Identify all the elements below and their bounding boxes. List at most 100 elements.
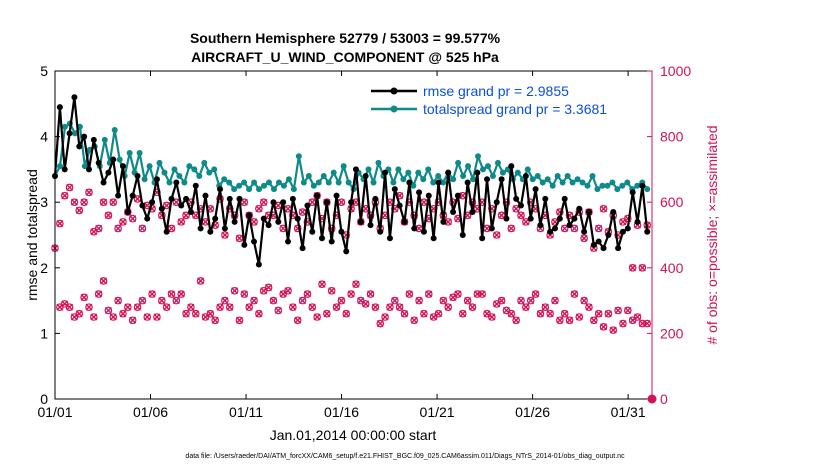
- y-right-tick-label: 1000: [660, 63, 691, 79]
- obs-assimilated-marker: [143, 313, 151, 321]
- rmse-point: [372, 195, 379, 202]
- obs-x-stroke: [604, 310, 612, 318]
- obs-x-stroke: [444, 218, 452, 226]
- x-tick-label: 01/31: [611, 404, 646, 420]
- totalspread-point: [290, 186, 297, 193]
- obs-possible-marker: [298, 296, 307, 305]
- rmse-point: [81, 133, 88, 140]
- rmse-point: [639, 182, 646, 189]
- rmse-point: [556, 215, 563, 222]
- obs-x-stroke: [580, 234, 588, 242]
- obs-possible-marker: [624, 306, 632, 315]
- rmse-point: [119, 163, 126, 170]
- obs-assimilated-marker: [75, 206, 83, 214]
- obs-possible-marker: [594, 309, 603, 318]
- obs-assimilated-marker: [66, 183, 74, 191]
- totalspread-point: [265, 179, 272, 186]
- obs-assimilated-marker: [464, 297, 472, 305]
- obs-possible-marker: [522, 303, 530, 311]
- obs-possible-marker: [138, 224, 147, 233]
- rmse-point: [333, 192, 340, 199]
- obs-x-stroke: [80, 293, 88, 301]
- obs-x-stroke: [337, 198, 345, 206]
- rmse-point: [149, 199, 156, 206]
- rmse-point: [343, 248, 350, 255]
- obs-x-stroke: [600, 205, 608, 213]
- rmse-point: [498, 176, 505, 183]
- obs-x-stroke: [75, 310, 83, 318]
- obs-possible-marker: [60, 191, 69, 200]
- totalspread-point: [116, 156, 123, 163]
- totalspread-point: [479, 166, 486, 173]
- rmse-point: [615, 245, 622, 252]
- totalspread-point: [619, 182, 626, 189]
- obs-x-stroke: [114, 297, 122, 305]
- totalspread-point: [390, 179, 397, 186]
- totalspread-point: [101, 136, 108, 143]
- rmse-point: [503, 215, 510, 222]
- rmse-point: [619, 228, 626, 235]
- obs-x-stroke: [211, 221, 219, 229]
- obs-x-stroke: [85, 188, 93, 196]
- obs-possible-marker: [269, 296, 278, 305]
- obs-x-stroke: [512, 316, 520, 324]
- obs-assimilated-marker: [376, 320, 384, 328]
- y-right-tick-label: 600: [660, 194, 684, 210]
- rmse-point: [85, 166, 92, 173]
- rmse-point: [585, 209, 592, 216]
- obs-x-stroke: [570, 224, 578, 232]
- obs-x-stroke: [109, 313, 117, 321]
- obs-x-stroke: [337, 297, 345, 305]
- totalspread-point: [325, 179, 332, 186]
- rmse-point: [435, 179, 442, 186]
- rmse-point: [406, 179, 413, 186]
- obs-x-stroke: [177, 218, 185, 226]
- obs-assimilated-marker: [163, 303, 171, 311]
- obs-possible-marker: [502, 198, 511, 207]
- obs-possible-marker: [366, 290, 375, 298]
- obs-assimilated-marker: [570, 290, 578, 298]
- totalspread-point: [206, 169, 213, 176]
- obs-x-stroke: [556, 316, 564, 324]
- y-right-tick-label: 0: [660, 391, 668, 407]
- totalspread-point: [61, 123, 68, 130]
- rmse-point: [416, 189, 423, 196]
- obs-assimilated-marker: [124, 303, 132, 311]
- obs-x-stroke: [206, 310, 214, 318]
- obs-assimilated-marker: [643, 320, 651, 328]
- totalspread-point: [494, 159, 501, 166]
- totalspread-point: [320, 172, 327, 179]
- rmse-point: [318, 235, 325, 242]
- rmse-point: [348, 199, 355, 206]
- obs-assimilated-marker: [269, 297, 277, 305]
- obs-x-stroke: [119, 218, 127, 226]
- obs-x-stroke: [342, 310, 350, 318]
- obs-possible-marker: [114, 224, 122, 233]
- obs-x-stroke: [391, 297, 399, 305]
- totalspread-point: [56, 163, 63, 170]
- obs-possible-marker: [264, 211, 273, 220]
- obs-x-stroke: [129, 316, 137, 324]
- obs-possible-marker: [138, 296, 147, 305]
- obs-x-stroke: [575, 313, 583, 321]
- rmse-point: [401, 218, 408, 225]
- obs-assimilated-marker: [454, 290, 462, 298]
- obs-x-stroke: [410, 316, 418, 324]
- obs-possible-marker: [512, 204, 520, 213]
- obs-assimilated-marker: [245, 303, 253, 311]
- obs-assimilated-marker: [158, 297, 166, 305]
- obs-x-stroke: [512, 205, 520, 213]
- rmse-point: [566, 222, 573, 229]
- obs-possible-marker: [643, 319, 652, 328]
- rmse-point: [246, 212, 253, 219]
- obs-assimilated-marker: [85, 303, 93, 311]
- totalspread-point: [201, 159, 208, 166]
- obs-possible-marker: [221, 231, 229, 239]
- obs-x-stroke: [158, 297, 166, 305]
- obs-x-stroke: [100, 198, 108, 206]
- obs-possible-marker: [628, 263, 637, 272]
- obs-possible-marker: [255, 204, 263, 213]
- obs-x-stroke: [367, 290, 375, 298]
- obs-assimilated-marker: [80, 198, 88, 206]
- obs-possible-marker: [264, 283, 273, 292]
